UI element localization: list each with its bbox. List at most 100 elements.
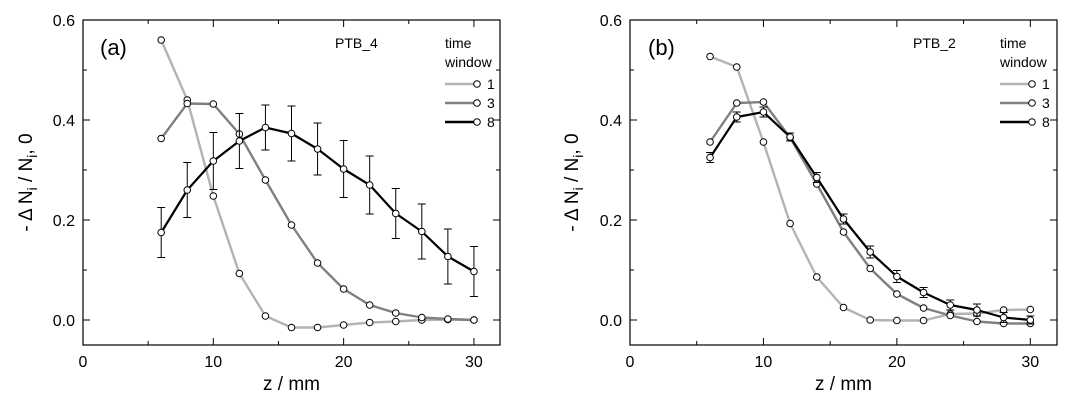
data-point (444, 252, 452, 261)
data-point (261, 176, 270, 184)
x-tick-label: 20 (888, 354, 906, 371)
panel-a: 0 10 20 30 0.0 0.2 0.4 0.6 z / mm - Δ Ni / Ni, 0 (… (16, 13, 501, 395)
data-point (919, 288, 928, 297)
x-tick-label: 30 (1021, 354, 1039, 371)
legend-swatch-marker (1028, 80, 1036, 88)
x-tick-label: 30 (465, 354, 483, 371)
data-point (893, 272, 901, 281)
legend-swatch-marker (473, 80, 481, 88)
data-point (157, 228, 165, 237)
data-point (365, 181, 374, 189)
data-point (786, 133, 794, 141)
data-point (919, 304, 928, 312)
legend-title-line: window (444, 54, 493, 70)
series-line (709, 100, 1031, 325)
legend-entry-label: 3 (1042, 95, 1050, 111)
y-tick-label: 0.0 (53, 313, 75, 330)
x-tick-label: 10 (755, 354, 773, 371)
data-point (866, 316, 874, 324)
legend-entry-label: 3 (487, 95, 495, 111)
data-point (391, 209, 400, 218)
data-point (759, 108, 768, 116)
data-point (786, 219, 794, 228)
data-point (183, 186, 192, 194)
data-point (706, 138, 714, 146)
panel-label: (a) (100, 35, 127, 60)
legend-title-line: time (445, 35, 472, 51)
data-point (209, 100, 218, 108)
data-point (706, 153, 714, 162)
data-point (946, 301, 955, 309)
legend-entry-label: 1 (1042, 76, 1050, 92)
legend-title-line: window (999, 54, 1048, 70)
y-tick-label: 0.0 (600, 313, 622, 330)
data-point (732, 63, 741, 71)
series-3 (706, 98, 1035, 328)
data-point (235, 269, 244, 278)
data-point (839, 228, 848, 236)
data-point (391, 317, 400, 326)
data-point (209, 192, 218, 200)
data-point (183, 99, 192, 108)
data-point (418, 313, 426, 322)
y-tick-label: 0.2 (53, 213, 75, 230)
legend: time window 1 3 8 (444, 35, 495, 130)
x-tick-label: 0 (626, 354, 635, 371)
data-point (999, 313, 1008, 322)
data-point (261, 312, 270, 320)
dataset-label: PTB_4 (335, 35, 378, 51)
data-point (893, 316, 901, 325)
data-point (1026, 305, 1035, 314)
data-point (706, 52, 714, 61)
x-tick-label: 10 (204, 354, 222, 371)
data-point (287, 221, 296, 229)
data-point (470, 267, 478, 276)
legend-title-line: time (1000, 35, 1027, 51)
data-point (732, 99, 741, 107)
y-tick-label: 0.2 (600, 213, 622, 230)
data-point (313, 145, 322, 153)
y-tick-label: 0.6 (600, 13, 622, 30)
x-tick-label: 20 (335, 354, 353, 371)
data-point (287, 129, 296, 138)
data-point (261, 123, 270, 132)
data-point (209, 157, 218, 165)
data-point (759, 138, 768, 146)
data-point (339, 165, 348, 173)
data-point (732, 113, 741, 121)
data-point (866, 248, 874, 256)
x-axis-title: z / mm (263, 374, 320, 395)
data-point (235, 137, 244, 145)
data-point (919, 316, 928, 325)
data-point (418, 227, 426, 236)
legend-swatch-marker (473, 118, 481, 126)
series-line (709, 110, 1031, 322)
data-point (157, 36, 165, 44)
data-point (839, 303, 848, 312)
series-1 (706, 52, 1035, 325)
data-point (813, 173, 821, 182)
x-axis-title: z / mm (815, 374, 872, 395)
panel-b: 0 10 20 30 0.0 0.2 0.4 0.6 z / mm - Δ Ni / Ni, 0 (… (562, 13, 1058, 395)
legend-swatch-marker (1028, 99, 1036, 107)
series-line (709, 55, 1031, 322)
y-tick-label: 0.4 (600, 113, 622, 130)
data-point (391, 309, 400, 317)
y-axis-title: - Δ Ni / Ni, 0 (16, 133, 40, 231)
data-point (339, 285, 348, 293)
data-point (866, 264, 874, 273)
data-point (339, 321, 348, 329)
data-point (946, 311, 955, 320)
y-tick-label: 0.6 (53, 13, 75, 30)
panel-label: (b) (648, 35, 675, 60)
plot-frame (82, 19, 501, 346)
series-1 (157, 36, 478, 332)
y-tick-label: 0.4 (53, 113, 75, 130)
data-point (1026, 316, 1035, 324)
data-point (287, 323, 296, 332)
series-8 (157, 104, 478, 297)
data-point (444, 315, 452, 323)
dataset-label: PTB_2 (913, 35, 956, 51)
series-8 (706, 106, 1035, 325)
